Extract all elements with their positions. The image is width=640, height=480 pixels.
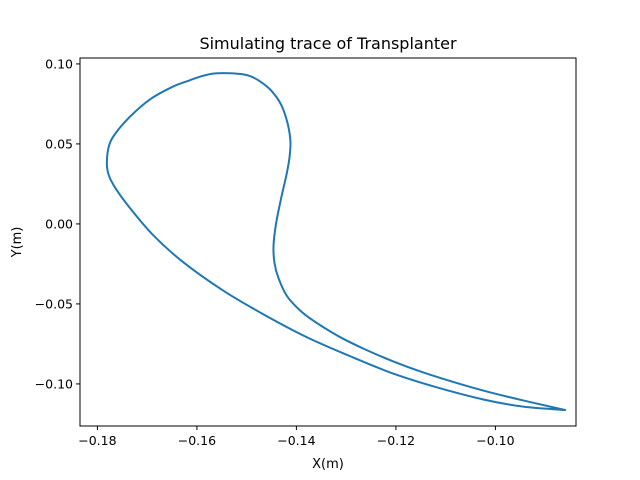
x-tick-label: −0.16 [178, 433, 216, 448]
x-tick-label: −0.18 [78, 433, 116, 448]
plot-area [79, 57, 577, 427]
y-tick-label: −0.10 [35, 376, 73, 391]
y-tick-label: 0.00 [45, 216, 73, 231]
y-axis: 0.10 0.05 0.00 −0.05 −0.10 [35, 56, 80, 391]
x-axis-label: X(m) [312, 457, 344, 472]
x-axis: −0.18 −0.16 −0.14 −0.12 −0.10 [78, 426, 515, 448]
y-axis-label: Y(m) [10, 227, 25, 259]
chart-title: Simulating trace of Transplanter [199, 34, 457, 53]
x-tick-label: −0.14 [277, 433, 315, 448]
y-tick-label: −0.05 [35, 296, 73, 311]
y-tick-label: 0.10 [45, 56, 73, 71]
trace-line [105, 72, 567, 411]
y-tick-label: 0.05 [45, 136, 73, 151]
x-tick-label: −0.10 [476, 433, 514, 448]
x-tick-label: −0.12 [377, 433, 415, 448]
